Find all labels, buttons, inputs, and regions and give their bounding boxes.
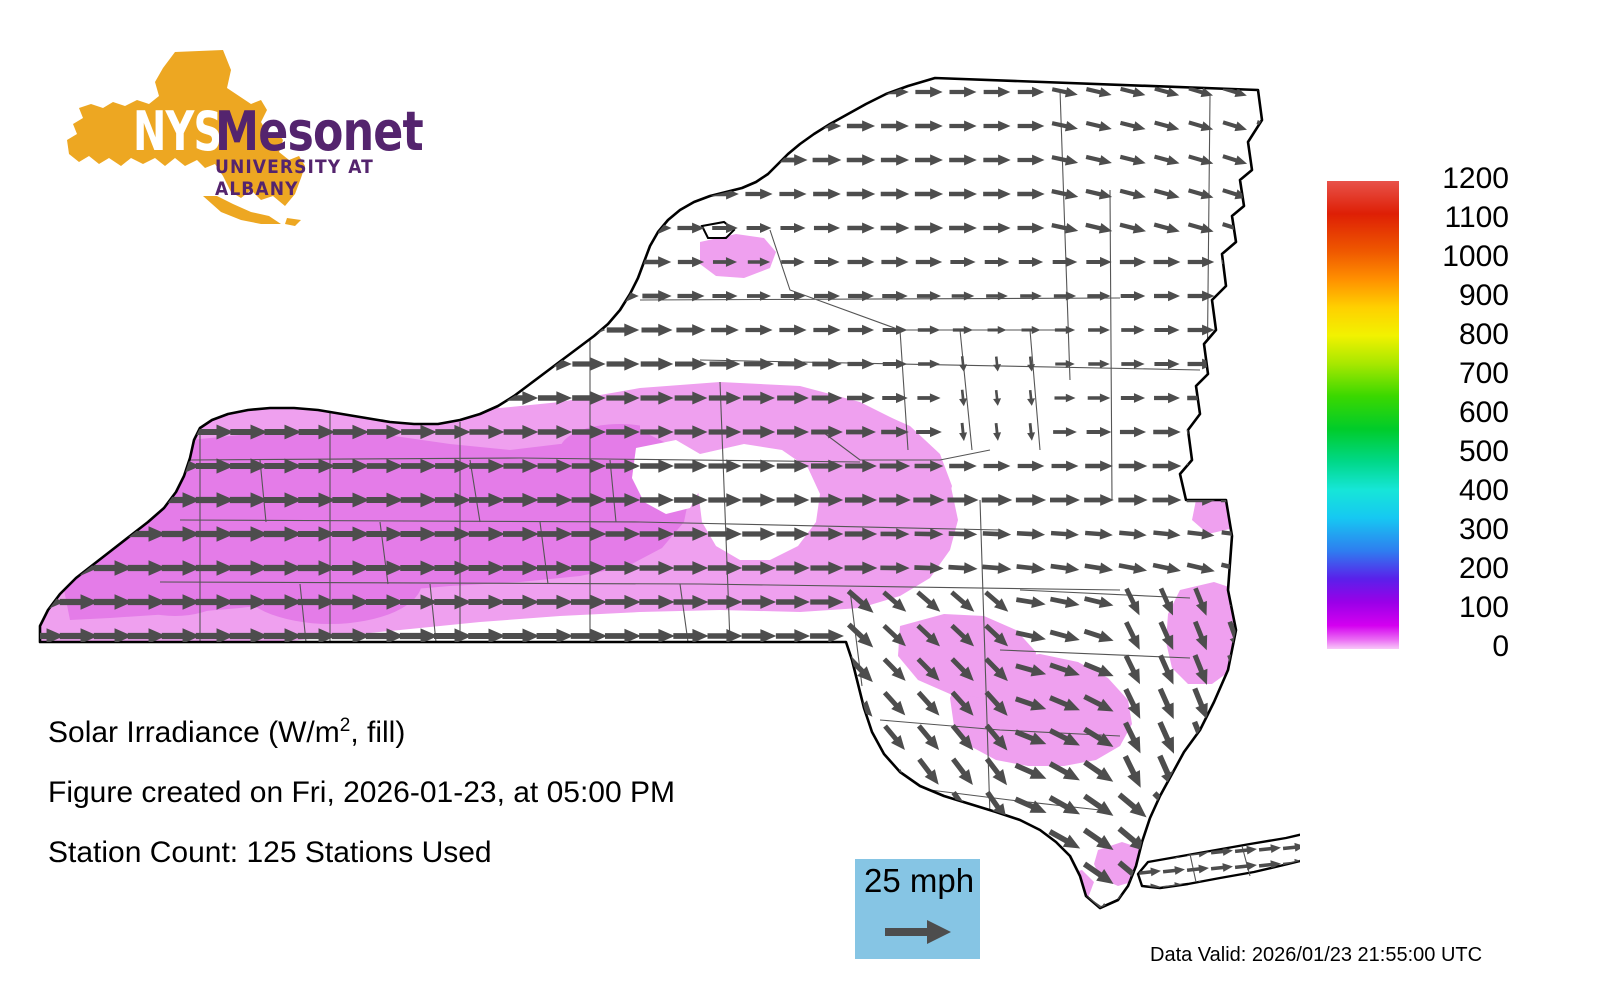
logo-subtitle-text: UNIVERSITY AT ALBANY [215,156,374,200]
colorbar-tick-1200: 1200 [1442,162,1509,195]
field-label-post: , fill) [350,716,406,749]
new-york-state-map[interactable] [0,30,1300,960]
colorbar-tick-800: 800 [1458,318,1509,351]
wind-key-label: 25 mph [864,862,975,899]
colorbar-tick-labels: 1200 1100 1000 900 800 700 600 500 400 3… [1409,160,1509,680]
colorbar-tick-1100: 1100 [1444,201,1509,234]
colorbar[interactable] [1327,181,1399,649]
colorbar-tick-900: 900 [1458,279,1509,312]
colorbar-tick-500: 500 [1458,435,1509,468]
colorbar-gradient [1327,181,1399,649]
ny-state-logo-shape [67,50,305,226]
long-island [1136,833,1300,890]
colorbar-tick-700: 700 [1458,357,1509,390]
figure-created-line: Figure created on Fri, 2026-01-23, at 05… [48,776,676,809]
nys-mesonet-logo: NYS Mesonet UNIVERSITY AT ALBANY [55,48,424,228]
field-label-pre: Solar Irradiance (W/m [48,716,340,749]
colorbar-tick-600: 600 [1458,396,1509,429]
logo-nys-text: NYS [133,100,222,163]
field-label-exponent: 2 [339,715,351,736]
wind-speed-key: 25 mph [855,859,980,959]
logo-mesonet-text: Mesonet [215,100,424,163]
colorbar-tick-0: 0 [1492,630,1509,663]
colorbar-tick-100: 100 [1458,591,1509,624]
colorbar-tick-300: 300 [1458,513,1509,546]
colorbar-tick-200: 200 [1458,552,1509,585]
figure-caption: Solar Irradiance (W/m2, fill) Figure cre… [48,715,808,898]
wind-reference-arrow-icon [885,920,951,944]
field-label: Solar Irradiance (W/m2, fill) [48,715,808,749]
colorbar-tick-400: 400 [1458,474,1509,507]
colorbar-tick-1000: 1000 [1442,240,1509,273]
station-count-line: Station Count: 125 Stations Used [48,836,492,869]
data-valid-timestamp: Data Valid: 2026/01/23 21:55:00 UTC [1150,944,1483,966]
